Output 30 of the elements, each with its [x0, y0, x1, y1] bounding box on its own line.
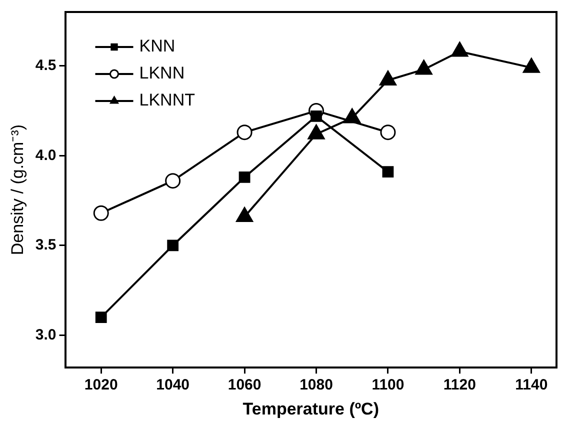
point: [167, 240, 179, 252]
y-tick-label: 4.0: [35, 146, 56, 164]
point: [382, 166, 394, 178]
x-tick-label: 1080: [300, 376, 333, 394]
x-tick-label: 1040: [156, 376, 190, 394]
legend-label: LKNNT: [139, 90, 195, 110]
x-tick-label: 1060: [228, 376, 262, 394]
point: [93, 205, 109, 221]
point: [236, 124, 252, 140]
point: [310, 110, 322, 122]
y-tick-label: 4.5: [35, 57, 56, 74]
x-tick-label: 1020: [84, 376, 118, 394]
x-tick-label: 1120: [443, 376, 476, 394]
point: [451, 42, 468, 57]
point: [522, 58, 540, 73]
y-tick-label: 3.5: [35, 236, 56, 254]
legend-label: LKNN: [139, 64, 185, 83]
point: [415, 60, 432, 75]
point: [308, 124, 325, 140]
x-tick-label: 1100: [372, 376, 404, 394]
legend-label: KNN: [139, 36, 176, 56]
x-axis-title: Temperature (ºC): [242, 399, 379, 418]
point: [380, 124, 396, 140]
point: [379, 70, 397, 86]
y-axis-title: Density / (g.cm⁻³): [8, 124, 27, 256]
x-tick-label: 1140: [515, 376, 548, 394]
point: [95, 312, 107, 324]
point: [165, 173, 181, 189]
y-tick-label: 3.0: [35, 326, 56, 344]
point: [238, 172, 250, 183]
